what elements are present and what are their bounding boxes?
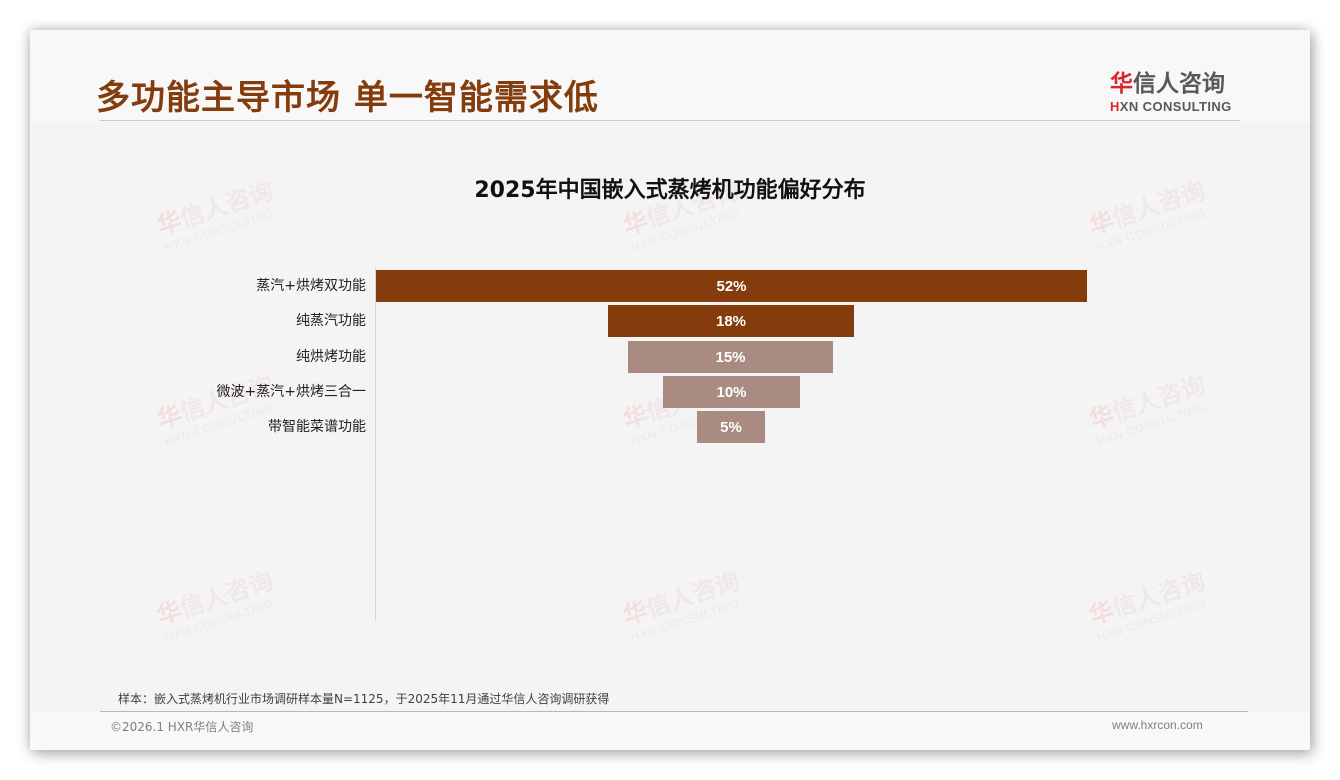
funnel-bar: 15%: [628, 341, 833, 373]
watermark-en: HXN CONSULTING: [628, 206, 742, 255]
header-band: [30, 30, 1310, 122]
slide: 多功能主导市场 单一智能需求低 华信人咨询 HXN CONSULTING 华信人…: [30, 30, 1310, 750]
header-divider: [100, 120, 1240, 121]
watermark-cn: 华信人咨询: [1085, 566, 1209, 631]
bar-value-label: 5%: [720, 418, 742, 436]
funnel-bar: 10%: [663, 376, 800, 408]
funnel-bar: 18%: [608, 305, 854, 337]
source-note: 样本：嵌入式蒸烤机行业市场调研样本量N=1125，于2025年11月通过华信人咨…: [118, 692, 610, 706]
bar-value-label: 18%: [715, 312, 747, 330]
footer-divider: [100, 711, 1248, 712]
bar-value-label: 15%: [715, 348, 746, 366]
watermark-cn: 华信人咨询: [1085, 370, 1209, 435]
page-title: 多功能主导市场 单一智能需求低: [96, 78, 599, 118]
category-axis-line: [375, 268, 376, 620]
watermark-en: HXN CONSULTING: [162, 206, 276, 255]
category-label: 带智能菜谱功能: [268, 419, 366, 435]
logo-en-text: XN CONSULTING: [1119, 99, 1232, 114]
logo-en-accent: H: [1110, 99, 1120, 114]
logo-cn-text: 信人咨询: [1133, 71, 1225, 97]
copyright: ©2026.1 HXR华信人咨询: [110, 720, 254, 734]
watermark-cn: 华信人咨询: [153, 566, 277, 631]
watermark-cn: 华信人咨询: [619, 566, 743, 631]
category-label: 纯烘烤功能: [296, 349, 366, 365]
watermark-en: HXN CONSULTING: [1094, 400, 1208, 449]
category-label: 蒸汽+烘烤双功能: [256, 278, 366, 294]
bar-value-label: 10%: [716, 383, 747, 401]
watermark-en: HXN CONSULTING: [1094, 206, 1208, 255]
brand-logo: 华信人咨询 HXN CONSULTING: [1110, 64, 1250, 114]
chart-title: 2025年中国嵌入式蒸烤机功能偏好分布: [474, 178, 866, 203]
category-label: 纯蒸汽功能: [296, 313, 366, 329]
watermark-en: HXN CONSULTING: [162, 596, 276, 645]
bar-value-label: 52%: [716, 277, 747, 295]
logo-chinese: 华信人咨询: [1110, 64, 1250, 98]
logo-english: HXN CONSULTING: [1110, 99, 1250, 114]
footer-band: [30, 712, 1310, 750]
category-label: 微波+蒸汽+烘烤三合一: [216, 384, 366, 400]
website-link[interactable]: www.hxrcon.com: [1112, 718, 1203, 732]
funnel-bar: 52%: [376, 270, 1087, 302]
watermark-en: HXN CONSULTING: [1094, 596, 1208, 645]
funnel-bar: 5%: [697, 411, 765, 443]
watermark-en: HXN CONSULTING: [628, 596, 742, 645]
logo-cn-accent: 华: [1110, 71, 1133, 97]
